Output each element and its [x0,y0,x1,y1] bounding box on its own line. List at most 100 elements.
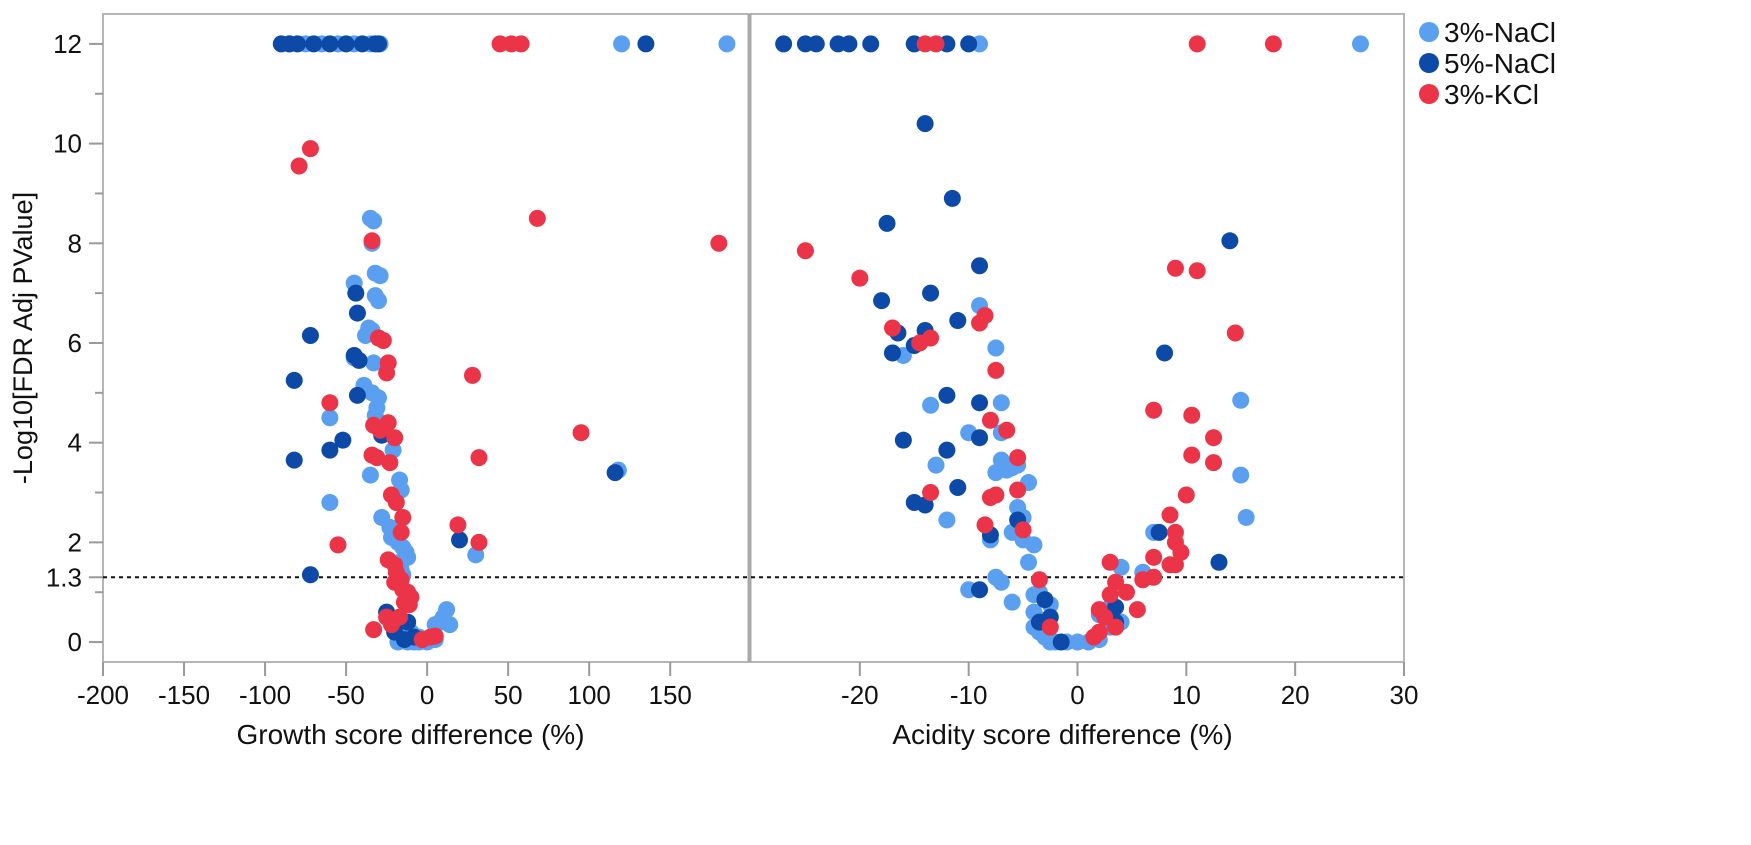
data-point [606,464,624,482]
data-point [1101,553,1119,571]
data-point [894,431,912,449]
growth-x-tick-label: -200 [77,680,129,710]
data-point [971,429,989,447]
data-point [1014,521,1032,539]
data-point [1210,553,1228,571]
data-point [1052,633,1070,651]
data-point [321,409,339,427]
data-point [365,212,383,230]
data-point [710,234,728,252]
data-point [1030,571,1048,589]
data-point [1166,259,1184,277]
data-point [301,140,319,158]
data-point [1161,506,1179,524]
data-point [1226,324,1244,342]
data-point [1232,391,1250,409]
data-point [1020,553,1038,571]
y-tick-label: 6 [68,328,82,358]
acidity-x-tick-label: -20 [841,680,879,710]
data-point [916,35,934,53]
growth-x-tick-label: 100 [567,680,610,710]
data-point [981,411,999,429]
data-point [1101,586,1119,604]
data-point [878,214,896,232]
data-point [1188,35,1206,53]
data-point [321,441,339,459]
data-point [938,511,956,529]
acidity-series-3-kcl [796,35,1282,646]
data-point [368,449,386,467]
data-point [949,312,967,330]
data-point [1107,618,1125,636]
data-point [943,189,961,207]
data-point [971,257,989,275]
data-point [470,533,488,551]
data-point [949,479,967,497]
data-point [829,35,847,53]
growth-series-3-nacl [280,35,736,651]
y-tick-label: 10 [53,129,82,159]
data-point [796,242,814,260]
data-point [363,232,381,250]
data-point [1009,481,1027,499]
data-point [350,351,368,369]
data-point [378,364,396,382]
data-point [394,508,412,526]
data-point [1264,35,1282,53]
data-point [1117,583,1135,601]
data-point [1205,429,1223,447]
data-point [1134,571,1152,589]
data-point [528,209,546,227]
data-point [775,35,793,53]
y-tick-label: 12 [53,29,82,59]
data-point [992,573,1010,591]
data-point [348,386,366,404]
data-point [981,489,999,507]
y-tick-label: 2 [68,527,82,557]
data-point [386,429,404,447]
threshold-label: 1.3 [46,562,82,592]
data-point [883,319,901,337]
data-point [285,451,303,469]
data-point [960,35,978,53]
growth-x-tick-label: -50 [327,680,365,710]
data-point [637,35,655,53]
legend-marker [1419,22,1439,42]
data-point [1025,536,1043,554]
data-point [353,35,371,53]
data-point [1351,35,1369,53]
data-point [348,304,366,322]
data-point [285,371,303,389]
data-point [347,284,365,302]
data-point [572,424,590,442]
data-point [916,115,934,133]
data-point [321,493,339,511]
data-point [1145,401,1163,419]
data-point [1128,601,1146,619]
data-point [998,421,1016,439]
data-point [370,35,388,53]
data-point [862,35,880,53]
data-point [987,464,1005,482]
data-point [883,344,901,362]
data-point [365,354,383,372]
acidity-x-tick-label: -10 [950,680,988,710]
data-point [1183,446,1201,464]
data-point [1003,593,1021,611]
data-point [976,516,994,534]
data-point [851,269,869,287]
data-point [463,366,481,384]
data-point [371,267,389,285]
data-point [971,394,989,412]
data-point [337,35,355,53]
y-tick-label: 4 [68,428,82,458]
growth-x-tick-label: 0 [420,680,434,710]
data-point [301,327,319,345]
data-point [470,449,488,467]
growth-x-axis-title: Growth score difference (%) [236,719,584,750]
legend-label: 5%-NaCl [1444,48,1556,79]
data-point [938,441,956,459]
